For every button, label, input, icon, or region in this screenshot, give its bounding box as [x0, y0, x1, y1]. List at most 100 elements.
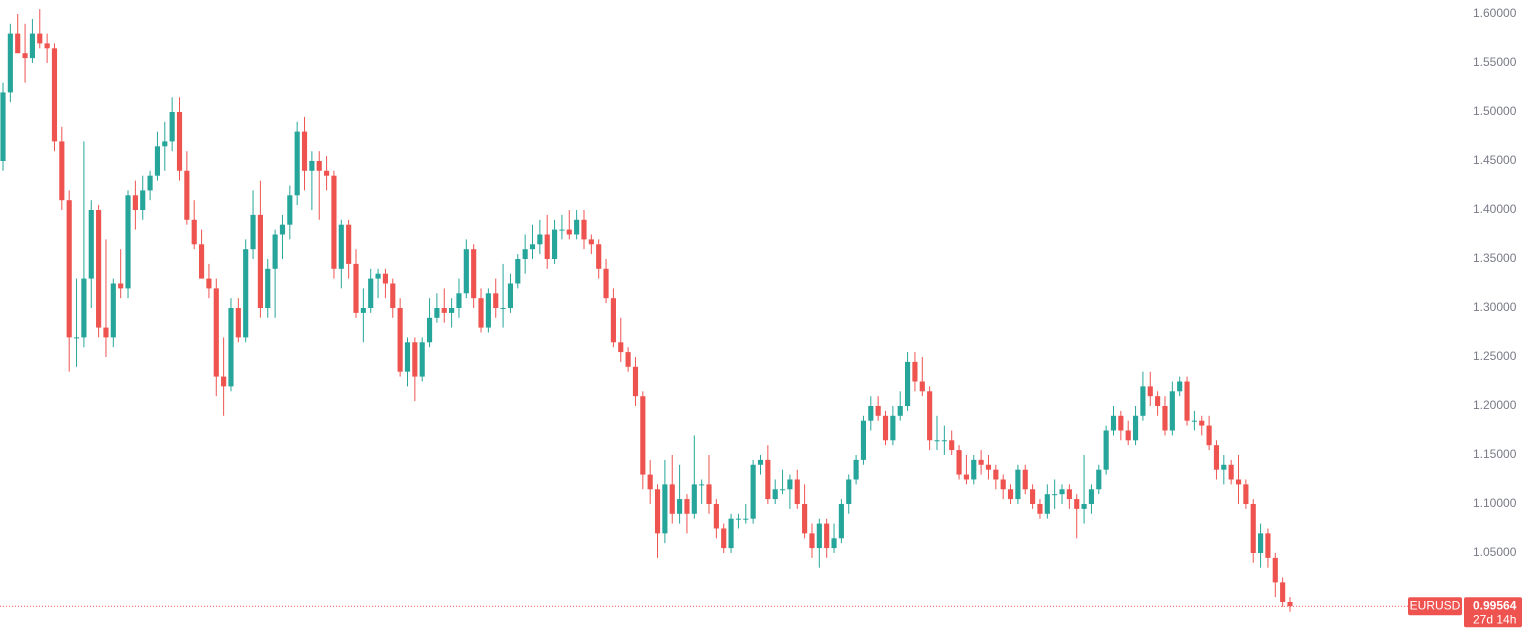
candle-body [118, 283, 124, 289]
candle-body [382, 273, 388, 284]
candle-body [934, 440, 940, 442]
candle-body [37, 33, 43, 44]
candle-body [1169, 391, 1175, 431]
y-tick-label: 1.05000 [1473, 545, 1517, 559]
candle-body [7, 33, 13, 93]
candle-body [493, 293, 499, 308]
candle-body [15, 33, 21, 54]
candle-body [1074, 499, 1080, 509]
candle-body [301, 131, 308, 171]
candle-body [287, 195, 293, 225]
candle-body [1118, 415, 1124, 431]
candle-body [375, 273, 381, 279]
candle-body [132, 195, 138, 210]
candle-body [985, 464, 992, 470]
candle-body [640, 396, 646, 475]
candle-body [243, 249, 249, 338]
candle-body [213, 288, 219, 377]
candle-body [853, 459, 859, 480]
candle-body [449, 307, 455, 313]
last-price-label: 0.99564 [1473, 598, 1517, 612]
candle-body [919, 381, 925, 392]
candle-body [978, 459, 984, 465]
candle-body [662, 484, 668, 534]
candle-body [1235, 479, 1242, 485]
candle-body [1221, 464, 1227, 470]
candle-body [868, 405, 874, 421]
candle-body [1044, 494, 1050, 514]
price-axis: 1.05000 1.10000 1.15000 1.20000 1.25000 1.300… [1408, 6, 1522, 628]
candle-body [103, 327, 109, 338]
candle-body [1066, 489, 1072, 500]
candle-body [191, 219, 197, 245]
candle-body [412, 342, 418, 377]
candle-body [1155, 396, 1161, 406]
candle-body [787, 479, 793, 490]
candle-body [654, 489, 661, 534]
candle-body [353, 263, 359, 313]
candle-body [397, 307, 403, 372]
candle-body [1147, 386, 1153, 397]
candle-body [140, 190, 146, 210]
candle-body [309, 160, 315, 171]
candle-body [956, 450, 962, 475]
candle-body [566, 229, 572, 235]
candle-body [1096, 469, 1102, 490]
candle-body [765, 459, 771, 500]
candle-body [426, 317, 433, 343]
candle-body [669, 484, 675, 514]
candle-body [507, 283, 514, 308]
candles [0, 9, 1468, 612]
candle-body [66, 200, 72, 338]
y-tick-label: 1.40000 [1473, 202, 1517, 216]
candle-body [404, 342, 411, 372]
y-tick-label: 1.30000 [1473, 300, 1517, 314]
candle-body [927, 391, 933, 441]
candle-body [1177, 381, 1183, 392]
candle-body [1059, 489, 1065, 495]
candle-body [265, 268, 271, 308]
candle-body [198, 244, 205, 279]
y-tick-label: 1.20000 [1473, 398, 1517, 412]
candle-body [1037, 503, 1043, 514]
candle-body [1287, 601, 1293, 607]
candle-body [1022, 469, 1028, 490]
candle-body [1132, 415, 1139, 441]
candle-body [316, 160, 322, 171]
candle-body [1265, 533, 1271, 558]
candle-body [221, 376, 227, 387]
candle-body [691, 484, 697, 514]
candle-body [890, 415, 896, 441]
candle-body [463, 249, 469, 294]
candle-body [1243, 484, 1249, 504]
candle-body [838, 503, 844, 539]
candle-body [1280, 582, 1286, 602]
candle-body [750, 464, 756, 519]
candle-body [588, 239, 594, 245]
candle-body [610, 298, 616, 343]
candle-body [206, 278, 212, 289]
candle-body [125, 195, 131, 289]
candle-body [537, 234, 543, 245]
candle-body [574, 219, 580, 235]
candle-body [1007, 489, 1014, 500]
candle-body [235, 307, 241, 338]
candle-body [250, 214, 256, 250]
candle-body [0, 92, 6, 161]
candle-body [279, 224, 286, 235]
y-tick-label: 1.15000 [1473, 447, 1517, 461]
candle-body [529, 244, 536, 250]
y-tick-label: 1.10000 [1473, 496, 1517, 510]
candle-body [360, 307, 366, 313]
candle-body [677, 499, 683, 514]
candle-body [779, 489, 786, 491]
candle-body [500, 307, 506, 309]
symbol-badge [1408, 597, 1462, 616]
candle-body [1191, 420, 1197, 422]
candle-body [478, 298, 484, 328]
candle-body [905, 361, 911, 406]
candle-body [176, 111, 183, 171]
y-tick-label: 1.50000 [1473, 104, 1517, 118]
